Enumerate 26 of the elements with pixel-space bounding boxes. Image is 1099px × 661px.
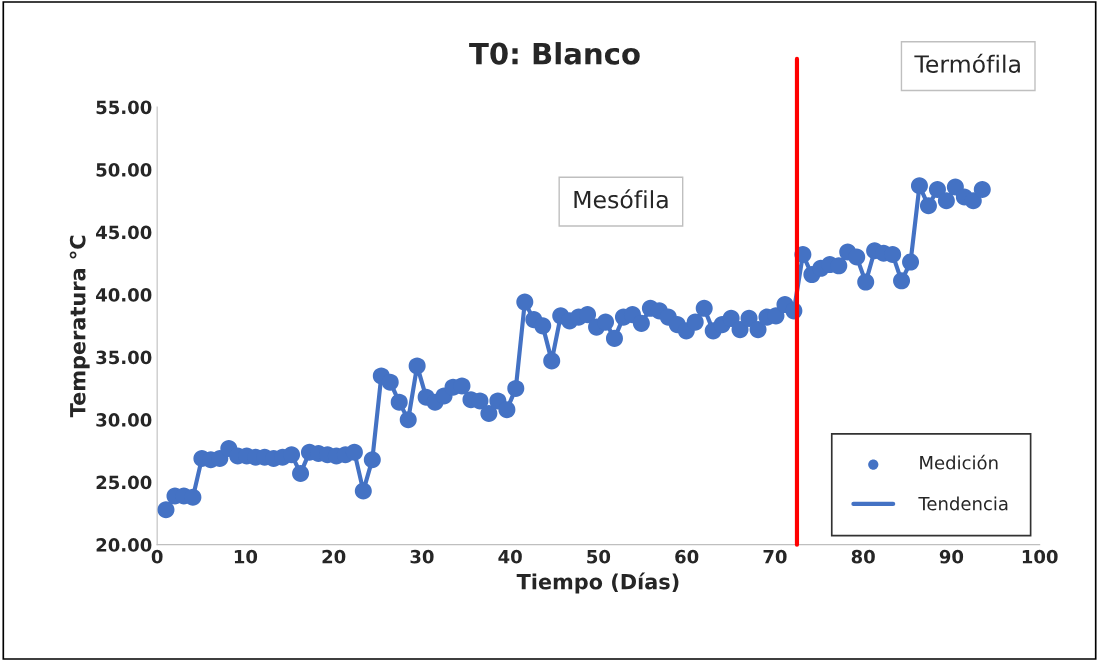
x-tick-label: 20 xyxy=(322,549,346,564)
y-tick-label: 40.00 xyxy=(96,288,152,302)
annotation: Mesófila xyxy=(574,189,668,209)
y-tick-label: 20.00 xyxy=(96,538,152,552)
x-tick-label: 10 xyxy=(234,549,258,564)
legend-label: Tendencia xyxy=(918,496,1008,511)
y-tick-label: 50.00 xyxy=(96,163,152,177)
chart-title: T0: Blanco xyxy=(469,42,640,65)
x-tick-label: 80 xyxy=(851,549,875,564)
y-tick-label: 30.00 xyxy=(96,413,152,427)
x-tick-label: 70 xyxy=(763,549,787,564)
y-tick-label: 45.00 xyxy=(96,225,152,240)
text: Termófila xyxy=(914,53,1020,73)
x-tick-label: 60 xyxy=(675,549,699,564)
x-tick-label: 30 xyxy=(410,549,434,564)
legend-label: Medición xyxy=(920,454,998,470)
x-tick-label: 50 xyxy=(587,549,611,564)
y-tick-label: 25.00 xyxy=(96,475,152,490)
x-tick-label: 100 xyxy=(1022,549,1058,564)
y-axis-title: Temperatura °C xyxy=(69,235,90,418)
x-tick-label: 0 xyxy=(151,549,163,564)
y-tick-label: 35.00 xyxy=(96,350,152,365)
x-tick-label: 90 xyxy=(939,549,964,564)
x-tick-label: 40 xyxy=(498,549,522,564)
x-axis-title: Tiempo (Días) xyxy=(516,572,679,594)
y-tick-label: 55.00 xyxy=(96,100,152,115)
